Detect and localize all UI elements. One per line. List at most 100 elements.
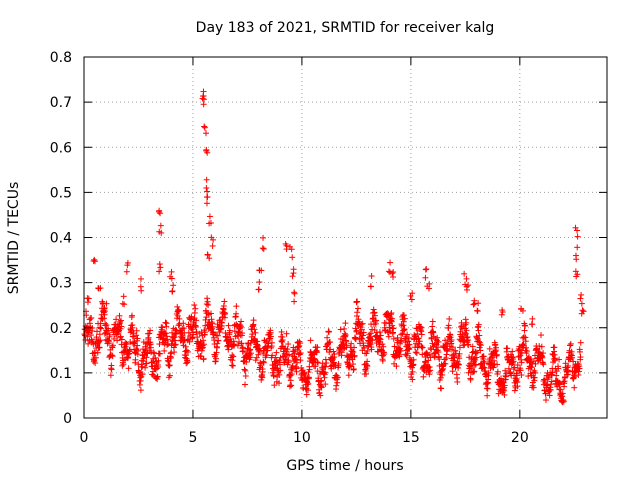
data-point [454,378,461,385]
data-point [134,342,141,349]
data-point [143,360,150,367]
data-point [465,342,472,349]
data-point [501,382,508,389]
data-point [249,331,256,338]
data-point [493,351,500,358]
data-point [316,389,323,396]
data-point [248,350,255,357]
data-point [93,328,100,335]
data-point [349,348,356,355]
data-point [571,384,578,391]
data-point [565,362,572,369]
data-point [326,339,333,346]
data-point [163,333,170,340]
data-point [570,358,577,365]
data-point [338,349,345,356]
x-axis-label: GPS time / hours [286,458,403,474]
data-point [397,347,404,354]
data-point [201,124,208,131]
data-point [200,355,207,362]
data-point [270,373,277,380]
y-tick-label: 0.8 [50,50,72,66]
data-point [162,319,169,326]
data-point [184,358,191,365]
data-point [229,362,236,369]
data-point [175,306,182,313]
data-point [193,317,200,324]
data-point [484,385,491,392]
data-point [397,338,404,345]
data-point [342,332,349,339]
data-point [289,273,296,280]
data-point [414,330,421,337]
data-point [498,311,505,318]
data-point [573,256,580,263]
data-point [399,330,406,337]
data-point [91,258,98,265]
data-point [156,341,163,348]
data-point [401,315,408,322]
data-point [230,353,237,360]
data-point [390,335,397,342]
data-point [290,266,297,273]
data-point [492,341,499,348]
data-point [462,316,469,323]
data-point [101,315,108,322]
data-point [287,377,294,384]
data-point [285,359,292,366]
data-point [567,342,574,349]
data-point [137,387,144,394]
data-point [560,378,567,385]
data-point [201,329,208,336]
data-point [532,352,539,359]
data-point [549,369,556,376]
data-point [476,338,483,345]
data-point [368,273,375,280]
data-point [430,329,437,336]
data-point [423,266,430,273]
data-point [182,343,189,350]
data-point [134,335,141,342]
data-point [113,316,120,323]
data-point [200,337,207,344]
data-point [208,234,215,241]
data-point [360,329,367,336]
data-point [470,301,477,308]
data-point [359,320,366,327]
data-point [481,359,488,366]
data-point [110,335,117,342]
data-point [547,386,554,393]
data-point [155,357,162,364]
data-point [422,266,429,273]
data-point [94,349,101,356]
data-point [201,123,208,130]
data-point [278,338,285,345]
data-point [532,369,539,376]
data-point [260,358,267,365]
data-point [119,300,126,307]
data-point [462,330,469,337]
data-point [415,335,422,342]
data-point [429,323,436,330]
data-point [556,381,563,388]
data-point [307,354,314,361]
data-point [229,352,236,359]
data-point [484,392,491,399]
data-point [439,371,446,378]
data-point [156,228,163,235]
data-point [146,341,153,348]
data-point [92,360,99,367]
data-point [538,343,545,350]
data-point [220,303,227,310]
data-point [354,309,361,316]
data-point [297,340,304,347]
data-point [369,337,376,344]
x-tick-label: 0 [80,430,89,446]
y-tick-label: 0.2 [50,321,72,337]
data-point [97,325,104,332]
data-point [463,286,470,293]
data-point [163,320,170,327]
data-point [276,371,283,378]
data-point [543,382,550,389]
